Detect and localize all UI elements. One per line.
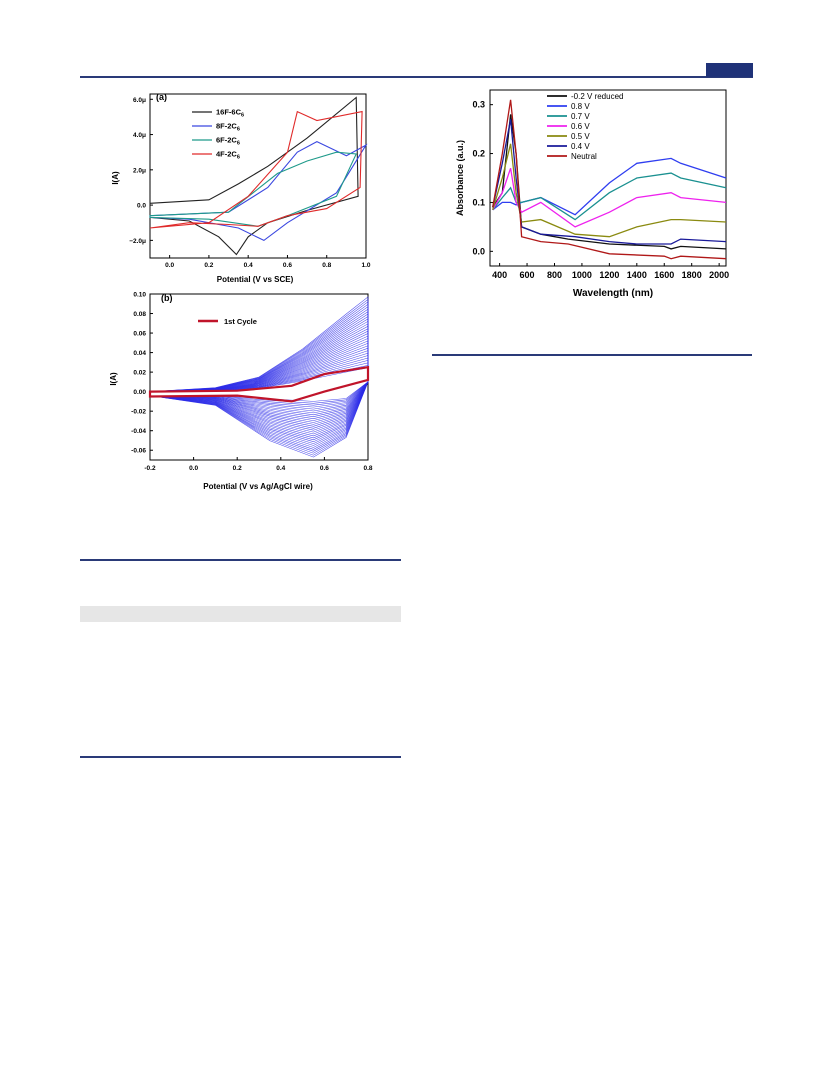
figure-a: (a) Potential (V vs SCE) I(A) 0.0 0.2 0.4 0… bbox=[108, 86, 378, 286]
figure-b-xlabel: Potential (V vs Ag/AgCl wire) bbox=[203, 482, 313, 491]
figure-c-legend-label: 0.4 V bbox=[571, 142, 590, 151]
figure-a-ytick-label: 4.0μ bbox=[133, 132, 146, 139]
figure-a-ytick-label: 2.0μ bbox=[133, 167, 146, 174]
figure-a-ytick-label: 6.0μ bbox=[133, 97, 146, 104]
figure-a-legend-label: 16F-6C6 bbox=[216, 108, 244, 119]
figure-c-series-5 bbox=[492, 119, 727, 245]
left-column-rule-1 bbox=[80, 559, 401, 561]
figure-b-first-cycle bbox=[148, 365, 370, 403]
figure-c-xtick-label: 800 bbox=[547, 270, 562, 280]
figure-a-xtick-label: 0.2 bbox=[204, 262, 213, 269]
figure-c-series-4 bbox=[492, 143, 727, 238]
figure-c-legend-label: 0.5 V bbox=[571, 132, 590, 141]
figure-a-series-3 bbox=[149, 110, 363, 229]
figure-c-series-1 bbox=[492, 157, 727, 216]
left-column-rule-2 bbox=[80, 756, 401, 758]
figure-c-xtick-label: 400 bbox=[492, 270, 507, 280]
figure-c-ytick-label: 0.1 bbox=[472, 197, 485, 207]
figure-b-ytick-label: 0.02 bbox=[133, 370, 146, 377]
figure-a-ytick-label: −2.0μ bbox=[129, 238, 146, 245]
figure-a-xtick-label: 0.8 bbox=[322, 262, 331, 269]
figure-b-xtick-label: 0.8 bbox=[363, 465, 372, 472]
figure-b-ytick-label: -0.04 bbox=[131, 428, 146, 435]
figure-a-series-0 bbox=[149, 96, 359, 256]
figure-c-ylabel: Absorbance (a.u.) bbox=[455, 140, 465, 216]
figure-a-xtick-label: 0.0 bbox=[165, 262, 174, 269]
header-page-tab bbox=[706, 63, 753, 77]
figure-a-series-2 bbox=[149, 151, 358, 227]
figure-c-legend-label: -0.2 V reduced bbox=[571, 92, 623, 101]
figure-a-chart: (a) Potential (V vs SCE) I(A) 0.0 0.2 0.4 0… bbox=[111, 92, 371, 284]
table-header-bar bbox=[80, 606, 401, 622]
figure-c-xtick-label: 1600 bbox=[654, 270, 674, 280]
figure-b-legend-label: 1st Cycle bbox=[224, 317, 257, 326]
figure-b-ytick-label: -0.06 bbox=[131, 448, 146, 455]
figure-c-xtick-label: 1800 bbox=[682, 270, 702, 280]
figure-a-legend-label: 4F-2C6 bbox=[216, 150, 240, 161]
figure-b-panel-label: (b) bbox=[161, 293, 173, 303]
figure-b-ytick-label: 0.10 bbox=[133, 292, 146, 299]
figure-b-cycle bbox=[149, 296, 369, 458]
figure-c-ytick-label: 0.0 bbox=[472, 246, 485, 256]
figure-b-xtick-label: 0.2 bbox=[233, 465, 242, 472]
figure-a-xtick-label: 0.4 bbox=[244, 262, 253, 269]
figure-a-xtick-label: 1.0 bbox=[361, 262, 370, 269]
figure-b-ytick-label: -0.02 bbox=[131, 409, 146, 416]
figure-c-ytick-label: 0.3 bbox=[472, 100, 485, 110]
figure-c: Wavelength (nm) Absorbance (a.u.) 400 600… bbox=[450, 86, 740, 301]
figure-b-ytick-label: 0.08 bbox=[133, 311, 146, 318]
figure-a-ylabel: I(A) bbox=[111, 171, 120, 185]
header-rule bbox=[80, 76, 753, 78]
figure-b-ytick-label: 0.04 bbox=[133, 350, 146, 357]
figure-b-chart: (b) Potential (V vs Ag/AgCl wire) I(A) -… bbox=[109, 292, 373, 492]
figure-b-ytick-label: 0.00 bbox=[133, 389, 146, 396]
figure-a-xtick-label: 0.6 bbox=[283, 262, 292, 269]
figure-b-xtick-label: 0.6 bbox=[320, 465, 329, 472]
figure-b-xtick-label: 0.4 bbox=[276, 465, 285, 472]
figure-c-legend-label: 0.7 V bbox=[571, 112, 590, 121]
figure-c-xtick-label: 1400 bbox=[627, 270, 647, 280]
figure-a-xlabel: Potential (V vs SCE) bbox=[217, 275, 294, 284]
figure-b-ytick-label: 0.06 bbox=[133, 331, 146, 338]
figure-c-xtick-label: 1200 bbox=[599, 270, 619, 280]
figure-a-series-1 bbox=[149, 140, 368, 242]
figure-c-ytick-label: 0.2 bbox=[472, 149, 485, 159]
figure-c-xlabel: Wavelength (nm) bbox=[573, 288, 653, 299]
figure-a-legend-label: 6F-2C6 bbox=[216, 136, 240, 147]
figure-c-xtick-label: 600 bbox=[520, 270, 535, 280]
figure-c-chart: Wavelength (nm) Absorbance (a.u.) 400 600… bbox=[455, 89, 729, 299]
figure-a-plot-frame bbox=[149, 93, 367, 259]
figure-c-legend-label: Neutral bbox=[571, 152, 597, 161]
figure-b-ylabel: I(A) bbox=[109, 372, 118, 386]
figure-b-xtick-label: -0.2 bbox=[144, 465, 156, 472]
figure-b-xtick-label: 0.0 bbox=[189, 465, 198, 472]
figure-a-legend-label: 8F-2C6 bbox=[216, 122, 240, 133]
right-column-rule bbox=[432, 354, 752, 356]
figure-c-series-6 bbox=[492, 99, 727, 260]
figure-a-panel-label: (a) bbox=[156, 92, 167, 102]
figure-a-ytick-label: 0.0 bbox=[137, 203, 146, 210]
figure-c-legend-label: 0.8 V bbox=[571, 102, 590, 111]
figure-c-series-3 bbox=[492, 167, 727, 228]
figure-c-series-2 bbox=[492, 172, 727, 221]
figure-c-legend-label: 0.6 V bbox=[571, 122, 590, 131]
figure-c-xtick-label: 1000 bbox=[572, 270, 592, 280]
figure-c-xtick-label: 2000 bbox=[709, 270, 729, 280]
figure-b: (b) Potential (V vs Ag/AgCl wire) I(A) -… bbox=[108, 286, 378, 496]
